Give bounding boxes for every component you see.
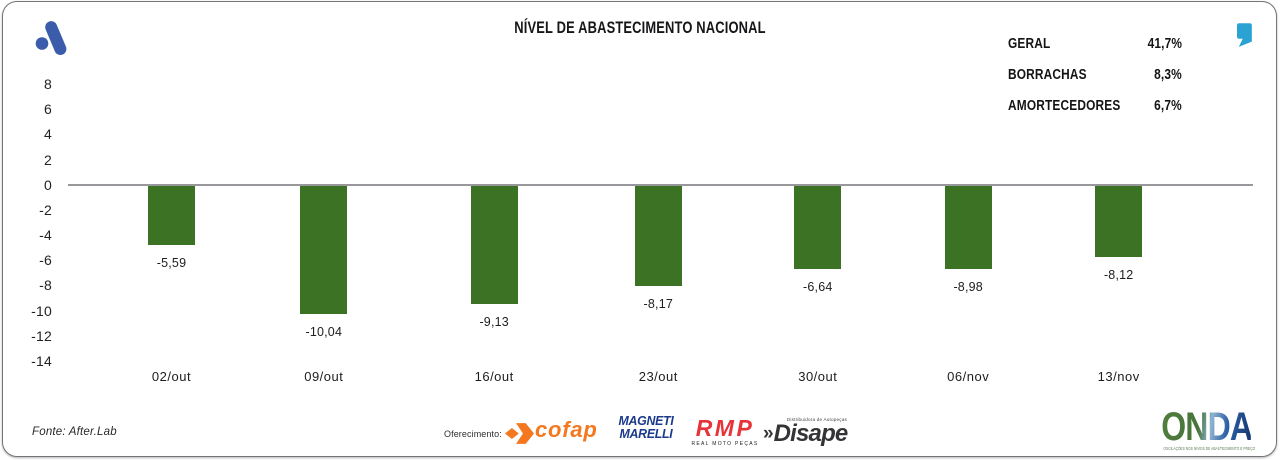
x-axis-category-label: 09/out	[304, 369, 344, 384]
x-axis-category-label: 30/out	[798, 369, 838, 384]
bar-value-label: -10,04	[305, 324, 343, 339]
bar-value-label: -8,17	[643, 296, 674, 311]
cofap-wordmark: cofap	[535, 417, 598, 442]
magneti-line1: MAGNETI	[618, 413, 674, 428]
disape-chevrons-icon: »	[763, 423, 774, 444]
x-axis-category-label: 16/out	[474, 369, 514, 384]
y-axis-tick-label: 8	[44, 75, 52, 92]
cofap-logo: cofap	[505, 417, 605, 444]
disape-subtitle: Distribuidora de Autopeças	[786, 417, 847, 422]
legend-value: 6,7%	[1154, 98, 1182, 114]
x-axis-category-label: 06/nov	[947, 369, 990, 384]
legend-label: GERAL	[1008, 36, 1051, 52]
legend-row: GERAL 41,7%	[1008, 36, 1182, 52]
onda-wordmark: ONDA	[1161, 405, 1253, 449]
y-axis-tick-label: -14	[31, 352, 52, 369]
y-axis-tick-label: -12	[31, 327, 52, 344]
rmp-subtitle: REAL MOTO PEÇAS	[691, 441, 759, 447]
bar	[470, 185, 518, 305]
disape-wordmark: Disape	[773, 420, 849, 447]
y-axis-tick-label: -4	[39, 227, 52, 244]
rmp-wordmark: RMP	[695, 415, 755, 441]
x-axis-category-label: 23/out	[638, 369, 678, 384]
chart-title: NÍVEL DE ABASTECIMENTO NACIONAL	[514, 18, 766, 37]
y-axis-tick-label: 0	[44, 176, 52, 193]
y-axis-tick-label: 4	[44, 126, 52, 143]
bar	[794, 185, 842, 269]
y-axis-tick-label: -6	[39, 252, 52, 269]
legend: GERAL 41,7% BORRACHAS 8,3% AMORTECEDORES 6,7%	[1008, 36, 1182, 129]
y-axis-tick-label: 2	[44, 151, 52, 168]
legend-value: 41,7%	[1147, 36, 1182, 52]
bar-value-label: -5,59	[156, 256, 187, 271]
rmp-logo: RMP REAL MOTO PEÇAS	[690, 415, 760, 448]
bar-value-label: -8,98	[953, 280, 983, 295]
legend-value: 8,3%	[1154, 67, 1182, 83]
y-axis-tick-label: -10	[31, 302, 52, 319]
legend-row: AMORTECEDORES 6,7%	[1008, 98, 1182, 114]
bar-value-label: -9,13	[479, 315, 509, 330]
bar	[944, 185, 992, 270]
onda-logo: ONDA OSCILAÇÕES NOS NÍVEIS DE ABASTECIME…	[1150, 405, 1262, 451]
magneti-line2: MARELLI	[619, 425, 673, 441]
disape-logo: Distribuidora de Autopeças » Disape	[763, 417, 853, 446]
onda-subtitle: OSCILAÇÕES NOS NÍVEIS DE ABASTECIMENTO E…	[1163, 446, 1256, 451]
y-axis-tick-label: 6	[44, 101, 52, 118]
bar	[148, 185, 195, 246]
bar-value-label: -8,12	[1103, 268, 1134, 283]
quote-icon	[1237, 23, 1252, 47]
legend-row: BORRACHAS 8,3%	[1008, 67, 1182, 83]
y-axis-tick-label: -2	[39, 201, 52, 218]
cofap-emblem-icon	[505, 423, 534, 444]
afterlab-logo-icon	[35, 21, 67, 55]
source-note: Fonte: After.Lab	[32, 426, 117, 438]
bar	[300, 185, 348, 314]
bar	[1095, 185, 1143, 258]
x-axis-category-label: 02/out	[151, 369, 192, 384]
sponsorship-label: Oferecimento:	[444, 429, 502, 439]
magneti-marelli-logo: MAGNETI MARELLI	[613, 413, 680, 441]
bar-value-label: -6,64	[803, 279, 833, 294]
legend-label: BORRACHAS	[1008, 67, 1087, 83]
y-axis-tick-label: -8	[39, 277, 52, 294]
legend-label: AMORTECEDORES	[1008, 98, 1121, 114]
x-axis-category-label: 13/nov	[1097, 369, 1140, 384]
zero-axis-line	[68, 183, 1253, 186]
bar	[634, 185, 682, 286]
